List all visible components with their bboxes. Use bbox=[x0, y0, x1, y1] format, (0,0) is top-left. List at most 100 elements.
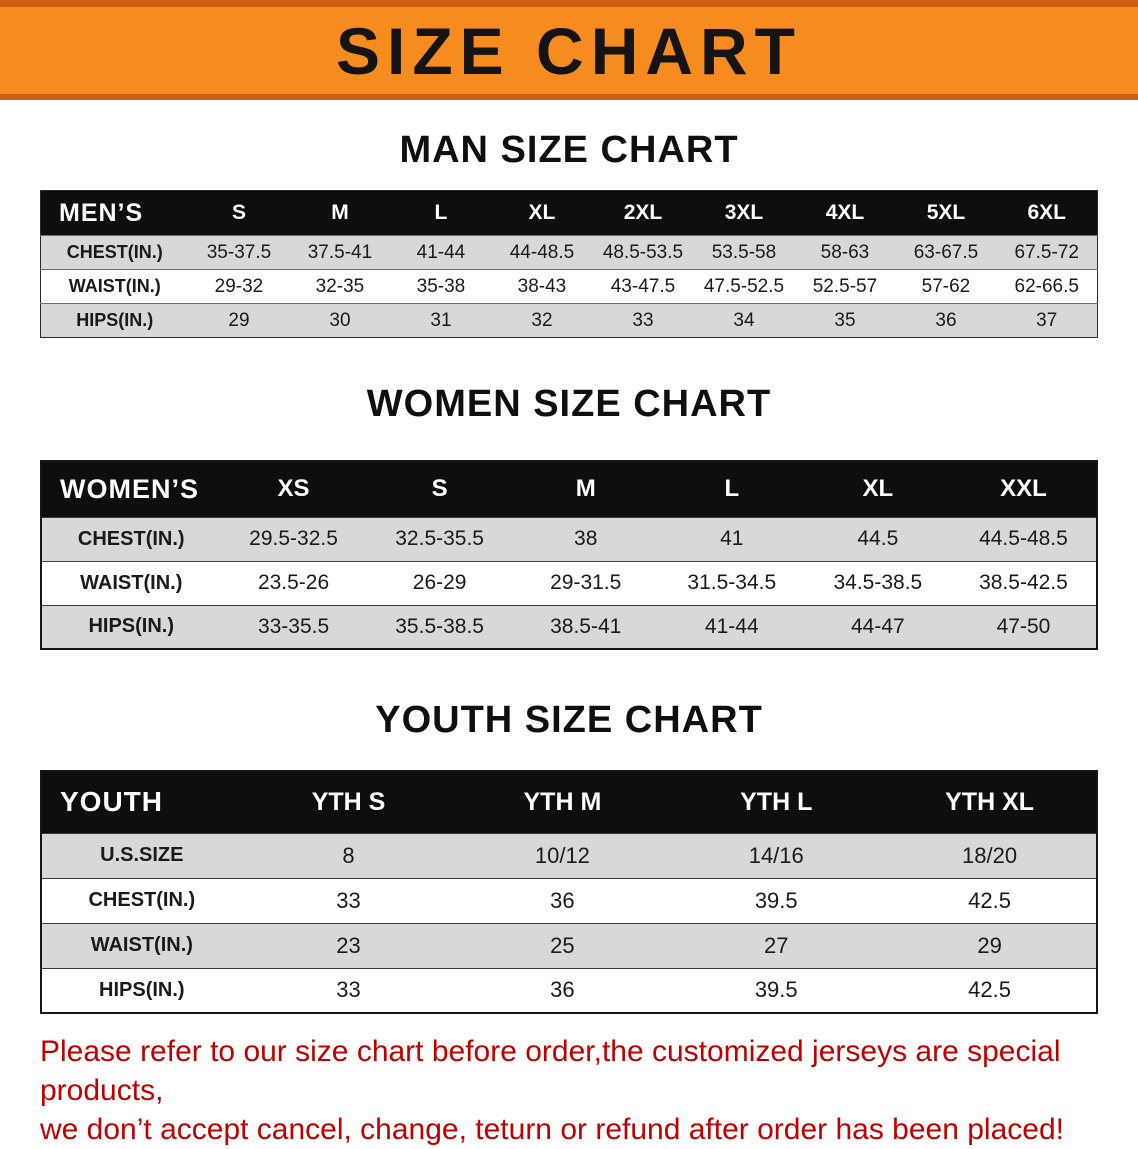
men-section-heading: MAN SIZE CHART bbox=[399, 129, 739, 171]
size-value: 38.5-42.5 bbox=[979, 571, 1068, 594]
size-value: 29.5-32.5 bbox=[249, 527, 338, 550]
row-label: CHEST(IN.) bbox=[88, 889, 196, 911]
size-column-header: XL bbox=[491, 190, 593, 236]
size-column-header: 6XL bbox=[996, 190, 1098, 236]
size-column-header: 2XL bbox=[592, 190, 694, 236]
banner: SIZE CHART bbox=[0, 0, 1138, 100]
size-column-header: YTH XL bbox=[883, 771, 1097, 833]
size-value: 34 bbox=[733, 309, 755, 331]
size-value: 38.5-41 bbox=[550, 614, 622, 638]
table-header-row: YOUTH YTH S YTH M YTH L YTH XL bbox=[41, 771, 1097, 833]
size-column-header: YTH S bbox=[241, 771, 456, 833]
size-value: 32.5-35.5 bbox=[395, 527, 484, 550]
table-row: HIPS(IN.) 29 30 31 32 33 34 35 36 37 bbox=[40, 303, 1098, 338]
women-section-heading: WOMEN SIZE CHART bbox=[366, 383, 772, 425]
table-header-row: MEN’S S M L XL 2XL 3XL 4XL 5XL 6XL bbox=[40, 190, 1098, 236]
men-size-chart-section: MAN SIZE CHART MEN’S S M L XL 2XL 3XL 4XL 5XL 6XL… bbox=[0, 128, 1138, 338]
size-column-header: S bbox=[366, 461, 513, 517]
size-value: 30 bbox=[329, 309, 351, 331]
size-value: 43-47.5 bbox=[610, 275, 676, 297]
size-value: 18/20 bbox=[962, 842, 1018, 868]
page-title: SIZE CHART bbox=[336, 13, 802, 88]
size-value: 37.5-41 bbox=[307, 241, 373, 263]
size-value: 58-63 bbox=[820, 241, 870, 263]
size-value: 41-44 bbox=[704, 614, 759, 638]
size-column-header: XS bbox=[220, 461, 367, 517]
row-label: HIPS(IN.) bbox=[99, 978, 185, 1001]
size-value: 35.5-38.5 bbox=[395, 614, 484, 638]
youth-size-chart-section: YOUTH SIZE CHART YOUTH YTH S YTH M YTH L YTH… bbox=[0, 698, 1138, 1014]
size-value: 42.5 bbox=[968, 887, 1011, 913]
table-row: CHEST(IN.) 33 36 39.5 42.5 bbox=[41, 878, 1097, 923]
size-column-header: YTH L bbox=[669, 771, 884, 833]
size-value: 8 bbox=[342, 842, 355, 868]
table-row: WAIST(IN.) 23 25 27 29 bbox=[41, 923, 1097, 968]
size-value: 62-66.5 bbox=[1014, 275, 1079, 297]
table-row: HIPS(IN.) 33-35.5 35.5-38.5 38.5-41 41-44 44-… bbox=[41, 605, 1097, 649]
men-size-table: MEN’S S M L XL 2XL 3XL 4XL 5XL 6XL CHEST(IN.) 35-37… bbox=[40, 190, 1098, 338]
size-value: 35-38 bbox=[416, 275, 466, 297]
size-value: 35-37.5 bbox=[206, 241, 272, 263]
women-size-table: WOMEN’S XS S M L XL XXL CHEST(IN.) 29.5-32.5 32.5… bbox=[40, 460, 1098, 650]
table-title-cell: WOMEN’S bbox=[41, 461, 221, 517]
size-value: 31 bbox=[430, 309, 452, 331]
row-label: WAIST(IN.) bbox=[68, 276, 161, 296]
size-column-header: L bbox=[390, 190, 492, 236]
disclaimer-line-1: Please refer to our size chart before or… bbox=[40, 1035, 1061, 1107]
size-column-header: XXL bbox=[950, 461, 1097, 517]
size-value: 39.5 bbox=[754, 977, 798, 1003]
table-row: U.S.SIZE 8 10/12 14/16 18/20 bbox=[41, 833, 1097, 878]
size-column-header: 4XL bbox=[794, 190, 896, 236]
size-value: 32-35 bbox=[315, 275, 365, 297]
size-value: 41 bbox=[720, 527, 744, 550]
size-value: 36 bbox=[935, 309, 957, 331]
size-value: 52.5-57 bbox=[812, 275, 878, 297]
size-value: 10/12 bbox=[534, 842, 590, 868]
size-value: 44-47 bbox=[851, 614, 905, 638]
size-value: 39.5 bbox=[754, 887, 798, 913]
size-value: 47.5-52.5 bbox=[703, 275, 785, 297]
size-value: 38-43 bbox=[517, 275, 567, 297]
size-value: 29 bbox=[228, 309, 250, 331]
size-column-header: YTH M bbox=[455, 771, 670, 833]
table-row: CHEST(IN.) 35-37.5 37.5-41 41-44 44-48.5 48.5… bbox=[40, 235, 1098, 270]
size-value: 27 bbox=[763, 932, 789, 958]
size-value: 67.5-72 bbox=[1014, 241, 1079, 263]
row-label: U.S.SIZE bbox=[100, 844, 184, 866]
size-value: 32 bbox=[531, 309, 553, 331]
size-value: 41-44 bbox=[416, 241, 466, 263]
size-value: 36 bbox=[550, 977, 575, 1003]
size-column-header: M bbox=[512, 461, 659, 517]
youth-size-table: YOUTH YTH S YTH M YTH L YTH XL U.S.SIZE 8 10/12… bbox=[40, 770, 1098, 1014]
size-value: 47-50 bbox=[996, 614, 1051, 638]
size-value: 42.5 bbox=[968, 977, 1011, 1003]
size-value: 29-32 bbox=[214, 275, 264, 297]
size-value: 37 bbox=[1036, 309, 1058, 331]
size-column-header: L bbox=[658, 461, 805, 517]
row-label: HIPS(IN.) bbox=[88, 615, 175, 638]
size-value: 48.5-53.5 bbox=[602, 241, 684, 263]
row-label: WAIST(IN.) bbox=[90, 934, 193, 956]
size-value: 33 bbox=[336, 887, 361, 913]
disclaimer: Please refer to our size chart before or… bbox=[40, 1032, 1118, 1149]
size-value: 33 bbox=[632, 309, 654, 331]
size-value: 29 bbox=[977, 932, 1002, 958]
size-value: 53.5-58 bbox=[711, 241, 777, 263]
disclaimer-line-2: we don’t accept cancel, change, teturn o… bbox=[40, 1113, 1064, 1146]
size-value: 25 bbox=[550, 932, 575, 958]
table-title-cell: YOUTH bbox=[41, 771, 242, 833]
size-value: 44.5 bbox=[857, 527, 899, 550]
size-value: 29-31.5 bbox=[550, 571, 622, 594]
size-value: 63-67.5 bbox=[913, 241, 979, 263]
size-value: 33-35.5 bbox=[257, 614, 330, 638]
size-value: 44-48.5 bbox=[509, 241, 575, 263]
size-column-header: 3XL bbox=[693, 190, 795, 236]
row-label: WAIST(IN.) bbox=[80, 571, 183, 594]
size-value: 23.5-26 bbox=[257, 571, 330, 594]
table-row: WAIST(IN.) 29-32 32-35 35-38 38-43 43-47.5 47.… bbox=[40, 269, 1098, 304]
size-column-header: XL bbox=[804, 461, 951, 517]
table-row: HIPS(IN.) 33 36 39.5 42.5 bbox=[41, 968, 1097, 1013]
row-label: CHEST(IN.) bbox=[77, 527, 185, 550]
table-title-cell: MEN’S bbox=[40, 190, 189, 236]
